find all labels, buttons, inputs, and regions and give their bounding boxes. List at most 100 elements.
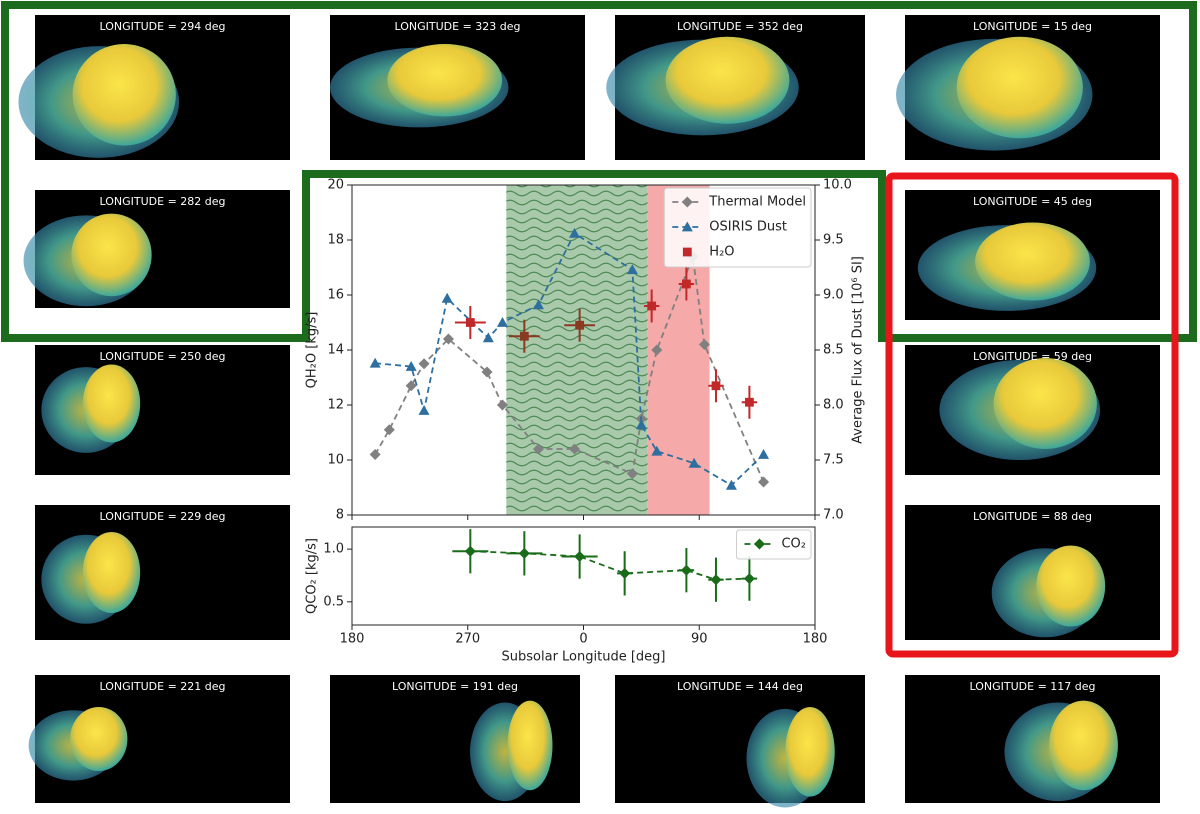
y2-tick-label: 9.5 bbox=[823, 233, 844, 248]
marker bbox=[568, 227, 580, 238]
marker bbox=[418, 405, 430, 415]
marker bbox=[681, 221, 693, 232]
map-nucleus bbox=[71, 213, 152, 297]
marker bbox=[688, 457, 700, 468]
marker bbox=[682, 247, 692, 257]
marker bbox=[753, 538, 765, 550]
map-nucleus bbox=[1049, 700, 1118, 791]
legend-label: H₂O bbox=[709, 245, 734, 260]
x-tick-label: 180 bbox=[803, 632, 828, 647]
legend-box bbox=[663, 187, 812, 268]
marker bbox=[418, 358, 430, 370]
marker bbox=[442, 333, 454, 345]
map-nucleus bbox=[387, 44, 503, 117]
chart: 8 10 12 14 16 18 20 7.0 7.5 8.0 8.5 9.0 9.5 10.0 QH₂O … bbox=[305, 178, 866, 523]
marker bbox=[651, 344, 663, 356]
y-tick-label: 10 bbox=[327, 453, 344, 468]
y-tick-label: 18 bbox=[327, 233, 344, 248]
marker bbox=[383, 424, 395, 436]
y-tick-label: 16 bbox=[327, 288, 344, 303]
marker bbox=[369, 449, 381, 460]
series-line bbox=[375, 232, 765, 487]
marker bbox=[574, 551, 586, 563]
marker bbox=[681, 279, 691, 289]
marker bbox=[464, 545, 476, 557]
marker bbox=[680, 564, 692, 576]
marker bbox=[481, 366, 493, 378]
marker bbox=[743, 573, 755, 585]
marker bbox=[626, 264, 638, 275]
red-frame bbox=[885, 172, 1179, 658]
y-tick-label: 12 bbox=[327, 398, 344, 413]
marker bbox=[698, 339, 710, 350]
legend: CO₂ bbox=[735, 529, 812, 560]
panel-label: LONGITUDE = 144 deg bbox=[677, 680, 803, 693]
x-tick-label: 270 bbox=[455, 632, 480, 647]
map-nucleus bbox=[956, 36, 1083, 139]
panel-label: LONGITUDE = 294 deg bbox=[99, 20, 225, 33]
panel-label: LONGITUDE = 88 deg bbox=[973, 510, 1092, 523]
map-nucleus bbox=[993, 358, 1097, 449]
y-tick-label: 14 bbox=[327, 343, 344, 358]
marker bbox=[532, 443, 544, 455]
panel-label: LONGITUDE = 15 deg bbox=[973, 20, 1092, 33]
panel-label: LONGITUDE = 117 deg bbox=[969, 680, 1095, 693]
marker bbox=[518, 547, 530, 559]
y2-tick-label: 8.5 bbox=[823, 343, 844, 358]
marker bbox=[651, 445, 663, 456]
map-nucleus bbox=[665, 36, 790, 124]
plots: 8 10 12 14 16 18 20 7.0 7.5 8.0 8.5 9.0 9.5 10.0 QH₂O … bbox=[305, 178, 866, 665]
marker bbox=[496, 399, 508, 411]
y2-tick-label: 7.5 bbox=[823, 453, 844, 468]
y-tick-label: 20 bbox=[327, 178, 344, 193]
legend-label: Thermal Model bbox=[708, 195, 806, 210]
y-tick-label: 0.5 bbox=[323, 594, 344, 609]
marker bbox=[619, 567, 631, 579]
marker bbox=[532, 299, 544, 310]
marker bbox=[710, 574, 722, 586]
panel-label: LONGITUDE = 229 deg bbox=[99, 510, 225, 523]
green-frame bbox=[1, 1, 1197, 342]
marker bbox=[758, 476, 770, 488]
map-nucleus bbox=[507, 700, 553, 791]
y2-tick-label: 10.0 bbox=[823, 178, 852, 193]
marker bbox=[647, 301, 657, 311]
x-axis-label: Subsolar Longitude [deg] bbox=[502, 650, 666, 665]
marker bbox=[568, 443, 580, 455]
legend-entry: Thermal Model bbox=[672, 195, 806, 210]
legend-entry: CO₂ bbox=[744, 537, 806, 552]
y-axis-label: QH₂O [kg/s] bbox=[305, 312, 320, 389]
map-nucleus bbox=[82, 532, 141, 613]
panel-label: LONGITUDE = 221 deg bbox=[99, 680, 225, 693]
marker bbox=[465, 318, 475, 327]
legend: Thermal Model OSIRIS Dust H₂O bbox=[663, 187, 812, 268]
marker bbox=[496, 317, 508, 327]
panel-label: LONGITUDE = 352 deg bbox=[677, 20, 803, 33]
marker bbox=[405, 380, 417, 392]
map-nucleus bbox=[1036, 545, 1106, 627]
x-tick-label: 0 bbox=[579, 632, 587, 647]
marker bbox=[745, 397, 754, 407]
marker bbox=[441, 292, 453, 303]
region-pattern bbox=[506, 185, 648, 515]
legend-label: CO₂ bbox=[781, 537, 806, 552]
x-tick-label: 180 bbox=[340, 632, 365, 647]
marker bbox=[635, 419, 647, 430]
y2-axis-label: Average Flux of Dust [10⁶ SI] bbox=[851, 256, 866, 444]
marker bbox=[575, 320, 585, 330]
marker bbox=[681, 196, 693, 208]
panel-label: LONGITUDE = 323 deg bbox=[394, 20, 520, 33]
map-nucleus bbox=[82, 364, 141, 443]
marker bbox=[725, 479, 737, 490]
y-tick-label: 1.0 bbox=[323, 542, 344, 557]
y2-tick-label: 7.0 bbox=[823, 508, 844, 523]
map-nucleus bbox=[975, 222, 1090, 301]
y2-tick-label: 8.0 bbox=[823, 398, 844, 413]
panel-label: LONGITUDE = 250 deg bbox=[99, 350, 225, 363]
map-nucleus bbox=[70, 707, 128, 771]
marker bbox=[711, 381, 721, 391]
y-tick-label: 8 bbox=[336, 508, 344, 523]
legend-label: OSIRIS Dust bbox=[709, 220, 787, 235]
marker bbox=[482, 332, 494, 343]
